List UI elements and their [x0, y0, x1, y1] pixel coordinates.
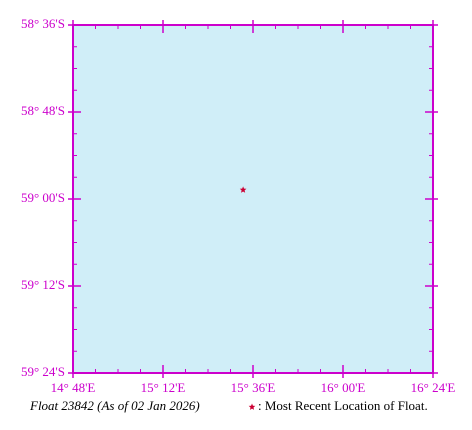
y-tick-label: 59° 24'S — [21, 364, 65, 379]
y-tick-label: 58° 48'S — [21, 103, 65, 118]
y-tick-label: 58° 36'S — [21, 16, 65, 31]
legend-marker — [248, 403, 256, 410]
x-tick-label: 14° 48'E — [51, 380, 96, 395]
x-tick-label: 16° 24'E — [411, 380, 456, 395]
y-tick-label: 59° 12'S — [21, 277, 65, 292]
x-tick-label: 15° 36'E — [231, 380, 276, 395]
x-tick-label: 15° 12'E — [141, 380, 186, 395]
caption: Float 23842 (As of 02 Jan 2026) — [29, 398, 200, 413]
y-tick-label: 59° 00'S — [21, 190, 65, 205]
legend-label: : Most Recent Location of Float. — [258, 398, 428, 413]
float-location — [239, 186, 247, 193]
x-tick-label: 16° 00'E — [321, 380, 366, 395]
plot-area — [72, 24, 434, 374]
